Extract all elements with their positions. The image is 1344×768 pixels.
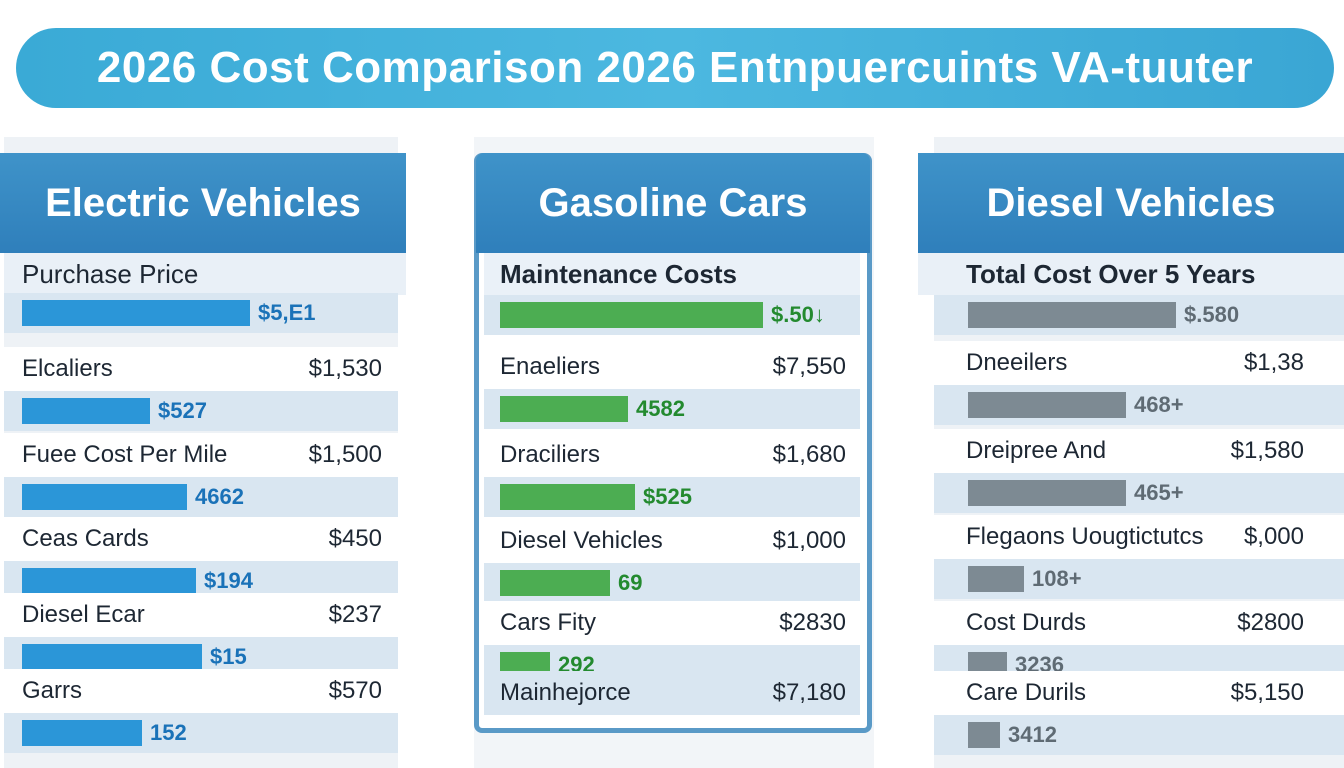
- row-label: Diesel Vehicles: [500, 527, 663, 554]
- bar-value-label: 152: [150, 720, 187, 745]
- row-amount: $1,000: [772, 527, 846, 554]
- bar: [968, 480, 1126, 506]
- list-item: Diesel Vehicles $1,000: [484, 519, 860, 563]
- list-item-footer: Mainhejorce $7,180: [484, 671, 860, 715]
- row-amount: $237: [328, 601, 382, 628]
- bar: [22, 398, 150, 424]
- bar-value-label: $194: [204, 568, 253, 593]
- row-amount: $2800: [1237, 609, 1304, 636]
- bar-value-label: 3412: [1008, 722, 1057, 747]
- row-amount: $570: [328, 677, 382, 704]
- bar: [968, 566, 1024, 592]
- bar-row: $.580: [934, 295, 1344, 335]
- list-item: Garrs $570: [4, 669, 398, 713]
- bar-row: 152: [4, 713, 398, 753]
- bar: [22, 720, 142, 746]
- bar: [22, 568, 196, 594]
- row-amount: $2830: [779, 609, 846, 636]
- row-label: Mainhejorce: [500, 679, 631, 706]
- bar-value-label: $5,E1: [258, 300, 316, 325]
- panel-diesel: Diesel Vehicles Total Cost Over 5 Years …: [918, 137, 1344, 768]
- panel-title: Electric Vehicles: [0, 153, 406, 253]
- list-item: Cost Durds $2800: [934, 601, 1344, 645]
- list-item: Diesel Ecar $237: [4, 593, 398, 637]
- bar: [968, 392, 1126, 418]
- row-label: Dneeilers: [966, 349, 1068, 376]
- row-label: Cars Fity: [500, 609, 596, 636]
- panel-subtitle: Maintenance Costs: [484, 253, 860, 295]
- bar: [500, 396, 628, 422]
- row-label: Cost Durds: [966, 609, 1087, 636]
- bar: [22, 484, 187, 510]
- bar-row: 3412: [934, 715, 1344, 755]
- bar-value-label: $525: [643, 484, 692, 509]
- bar-row: $5,E1: [4, 293, 398, 333]
- page-title: 2026 Cost Comparison 2026 Entnpuercuints…: [96, 43, 1254, 92]
- list-item: Draciliers $1,680: [484, 433, 860, 477]
- row-label: Fuee Cost Per Mile: [22, 441, 228, 468]
- bar: [22, 644, 202, 670]
- bar-row: 69: [484, 563, 860, 603]
- list-item: Dreipree And $1,580: [934, 429, 1344, 473]
- panel-subtitle: Total Cost Over 5 Years: [918, 253, 1344, 295]
- bar-value-label: 4582: [636, 396, 685, 421]
- bar-value-label: $15: [210, 644, 247, 669]
- bar: [22, 300, 250, 326]
- list-item: Care Durils $5,150: [934, 671, 1344, 715]
- row-amount: $7,550: [772, 353, 846, 380]
- bar: [968, 722, 1000, 748]
- row-amount: $1,680: [772, 441, 846, 468]
- row-amount: $1,580: [1230, 437, 1304, 464]
- list-item: Cars Fity $2830: [484, 601, 860, 645]
- list-item: Enaeliers $7,550: [484, 345, 860, 389]
- bar-row: 468+: [934, 385, 1344, 425]
- bar: [500, 302, 763, 328]
- row-label: Flegaons Uougtictutcs: [966, 523, 1204, 550]
- bar-value-label: 108+: [1032, 566, 1082, 591]
- bar: [500, 570, 610, 596]
- panel-title: Diesel Vehicles: [918, 153, 1344, 253]
- row-label: Garrs: [22, 677, 82, 704]
- row-label: Diesel Ecar: [22, 601, 145, 628]
- row-label: Enaeliers: [500, 353, 601, 380]
- bar-value-label: 465+: [1134, 480, 1184, 505]
- row-amount: $1,530: [308, 355, 382, 382]
- bar-value-label: $.50↓: [771, 302, 825, 327]
- panel-title: Gasoline Cars: [476, 153, 870, 253]
- row-amount: $450: [328, 525, 382, 552]
- bar-value-label: 468+: [1134, 392, 1184, 417]
- bar-row: 4662: [4, 477, 398, 517]
- bar-value-label: 4662: [195, 484, 244, 509]
- row-label: Draciliers: [500, 441, 601, 468]
- bar-row: 108+: [934, 559, 1344, 599]
- bar-value-label: 69: [618, 570, 643, 595]
- row-amount: $1,500: [308, 441, 382, 468]
- bar-row: 4582: [484, 389, 860, 429]
- row-label: Dreipree And: [966, 437, 1107, 464]
- list-item: Elcaliers $1,530: [4, 347, 398, 391]
- panel-subtitle: Purchase Price: [4, 253, 406, 295]
- bar-value-label: $.580: [1184, 302, 1240, 327]
- list-item: Ceas Cards $450: [4, 517, 398, 561]
- title-banner: 2026 Cost Comparison 2026 Entnpuercuints…: [16, 28, 1334, 108]
- bar-row: $527: [4, 391, 398, 431]
- row-label: Ceas Cards: [22, 525, 149, 552]
- row-amount: $1,38: [1243, 349, 1304, 376]
- panel-electric: Electric Vehicles Purchase Price $5,E1 El…: [0, 137, 406, 768]
- list-item: Fuee Cost Per Mile $1,500: [4, 433, 398, 477]
- row-amount: $7,180: [772, 679, 846, 706]
- bar-row: $.50↓: [484, 295, 860, 335]
- bar-row: $525: [484, 477, 860, 517]
- list-item: Flegaons Uougtictutcs $,000: [934, 515, 1344, 559]
- row-amount: $5,150: [1230, 679, 1304, 706]
- panel-gasoline: Gasoline Cars Maintenance Costs $.50↓ Ena…: [474, 137, 874, 768]
- row-label: Care Durils: [966, 679, 1087, 706]
- bar-value-label: $527: [158, 398, 207, 423]
- bar: [968, 302, 1176, 328]
- bar-row: 465+: [934, 473, 1344, 513]
- list-item: Dneeilers $1,38: [934, 341, 1344, 385]
- bar: [500, 484, 635, 510]
- row-amount: $,000: [1243, 523, 1304, 550]
- row-label: Elcaliers: [22, 355, 113, 382]
